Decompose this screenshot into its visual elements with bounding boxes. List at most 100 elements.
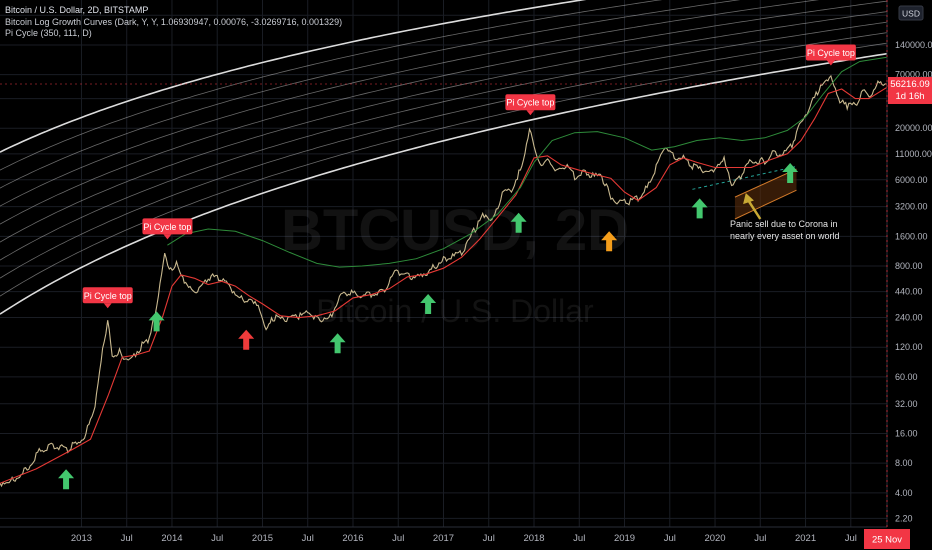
corona-annotation-line1: Panic sell due to Corona in xyxy=(730,219,838,229)
currency-label-box xyxy=(898,5,924,21)
trend-channel-bottom xyxy=(734,189,797,220)
pi-cycle-top-label: Pi Cycle top xyxy=(805,44,856,66)
arrow-up-green-icon xyxy=(420,294,437,315)
y-tick-label: 1600.00 xyxy=(895,231,928,241)
growth-curve-band xyxy=(0,32,888,279)
series-line-price xyxy=(0,74,888,488)
x-tick-label: Jul xyxy=(754,533,766,544)
x-tick-label: Jul xyxy=(392,533,404,544)
arrow-up-green-icon xyxy=(329,333,346,354)
x-axis: 2013 Jul 2014 Jul 2015 Jul 2016 Jul 2017 Jul 2018 J… xyxy=(0,526,887,550)
arrow-up-green-icon xyxy=(782,163,799,184)
x-tick-label: 2019 xyxy=(614,533,635,544)
corona-annotation-line2: nearly every asset on world xyxy=(730,231,840,241)
legend-study-pi-cycle[interactable]: Pi Cycle (350, 111, D) xyxy=(5,28,92,38)
y-tick-label: 16.00 xyxy=(895,428,918,438)
pi-cycle-top-label: Pi Cycle top xyxy=(82,287,133,309)
growth-curve-band xyxy=(0,0,888,225)
y-tick-label: 70000.00 xyxy=(895,70,932,80)
arrow-up-red-icon xyxy=(238,329,255,350)
y-tick-label: 32.00 xyxy=(895,399,918,409)
legend-study-growth-curves[interactable]: Bitcoin Log Growth Curves (Dark, Y, Y, 1… xyxy=(5,16,343,27)
x-axis-bg xyxy=(0,527,887,550)
arrow-up-green-icon xyxy=(691,198,708,219)
x-tick-label: 2020 xyxy=(704,533,725,544)
price-label-box xyxy=(888,76,932,104)
x-tick-label: Jul xyxy=(483,533,495,544)
x-tick-label: 2015 xyxy=(252,533,273,544)
arrow-up-green-icon xyxy=(58,469,75,490)
y-tick-label: 6000.00 xyxy=(895,175,928,185)
series-lines xyxy=(0,56,888,488)
y-tick-label: 440.00 xyxy=(895,287,923,297)
chart-annotations: Pi Cycle top Pi Cycle top Pi Cycle top Pi C… xyxy=(58,44,856,490)
growth-curve-band xyxy=(0,0,663,171)
pi-cycle-top-label-pointer xyxy=(526,110,535,116)
x-tick-label: 2016 xyxy=(342,533,363,544)
arrow-up-green-icon xyxy=(148,311,165,332)
x-tick-label: Jul xyxy=(211,533,223,544)
x-tick-label: 2014 xyxy=(161,533,182,544)
growth-curve-band xyxy=(0,52,888,315)
y-tick-label: 800.00 xyxy=(895,261,923,271)
y-tick-label: 120.00 xyxy=(895,342,923,352)
pi-cycle-top-label-box xyxy=(82,287,133,304)
corona-pointer-arrow-head xyxy=(743,193,754,205)
x-tick-label: 2017 xyxy=(433,533,454,544)
corona-trend-channel xyxy=(692,165,797,220)
corona-pointer-arrow-shaft xyxy=(746,198,762,220)
x-tick-label: 2018 xyxy=(523,533,544,544)
x-tick-label: Jul xyxy=(302,533,314,544)
pi-cycle-top-label-pointer xyxy=(826,60,835,66)
growth-curve-band xyxy=(0,21,888,261)
gridlines xyxy=(0,0,887,527)
series-line-ma111 xyxy=(0,86,888,484)
currency-label: USD xyxy=(902,9,920,19)
pi-cycle-top-label-pointer xyxy=(103,303,112,309)
arrow-up-green-icon xyxy=(510,212,527,233)
pi-cycle-top-label-box xyxy=(505,94,556,111)
pi-cycle-top-label-text: Pi Cycle top xyxy=(143,222,191,232)
y-tick-label: 140000.00 xyxy=(895,40,932,50)
watermark: BTCUSD, 2D Bitcoin / U.S. Dollar xyxy=(281,198,629,329)
price-label-countdown: 1d 16h xyxy=(895,91,924,102)
date-badge-box xyxy=(864,529,910,549)
watermark-ticker: BTCUSD, 2D xyxy=(281,198,629,263)
y-tick-label: 11000.00 xyxy=(895,149,932,159)
trend-channel-fill xyxy=(734,169,797,219)
date-badge: 25 Nov xyxy=(872,535,902,546)
x-tick-label: Jul xyxy=(664,533,676,544)
chart-legend: Bitcoin / U.S. Dollar, 2D, BITSTAMP Bitc… xyxy=(5,5,342,40)
y-tick-label: 2.20 xyxy=(895,513,913,523)
series-line-ma350 xyxy=(167,56,888,268)
legend-symbol[interactable]: Bitcoin / U.S. Dollar, 2D, BITSTAMP xyxy=(5,5,149,15)
y-tick-label: 240.00 xyxy=(895,313,923,323)
pi-cycle-top-label: Pi Cycle top xyxy=(142,218,193,240)
x-tick-label: 2013 xyxy=(71,533,92,544)
trend-channel-top xyxy=(734,168,797,198)
y-tick-label: 4.00 xyxy=(895,488,913,498)
price-label-value: 56216.09 xyxy=(890,79,930,90)
pi-cycle-top-label-text: Pi Cycle top xyxy=(506,98,554,108)
pi-cycle-top-label-pointer xyxy=(163,234,172,240)
growth-curve-band xyxy=(0,0,820,207)
growth-curve-band xyxy=(0,11,888,243)
y-tick-label: 20000.00 xyxy=(895,123,932,133)
y-tick-label: 60.00 xyxy=(895,372,918,382)
y-tick-label: 3200.00 xyxy=(895,202,928,212)
x-tick-label: Jul xyxy=(121,533,133,544)
pi-cycle-top-label-text: Pi Cycle top xyxy=(807,48,855,58)
y-tick-label: 8.00 xyxy=(895,458,913,468)
corona-annotation: Panic sell due to Corona in nearly every… xyxy=(730,218,840,242)
x-tick-label: Jul xyxy=(573,533,585,544)
arrow-up-orange-icon xyxy=(601,231,618,252)
growth-curve-band xyxy=(0,0,587,153)
x-tick-label: Jul xyxy=(845,533,857,544)
pi-cycle-top-label-text: Pi Cycle top xyxy=(84,291,132,301)
log-growth-curves xyxy=(0,0,888,315)
pi-cycle-top-label: Pi Cycle top xyxy=(505,94,556,116)
watermark-name: Bitcoin / U.S. Dollar xyxy=(316,293,594,329)
pi-cycle-top-label-box xyxy=(142,218,193,235)
